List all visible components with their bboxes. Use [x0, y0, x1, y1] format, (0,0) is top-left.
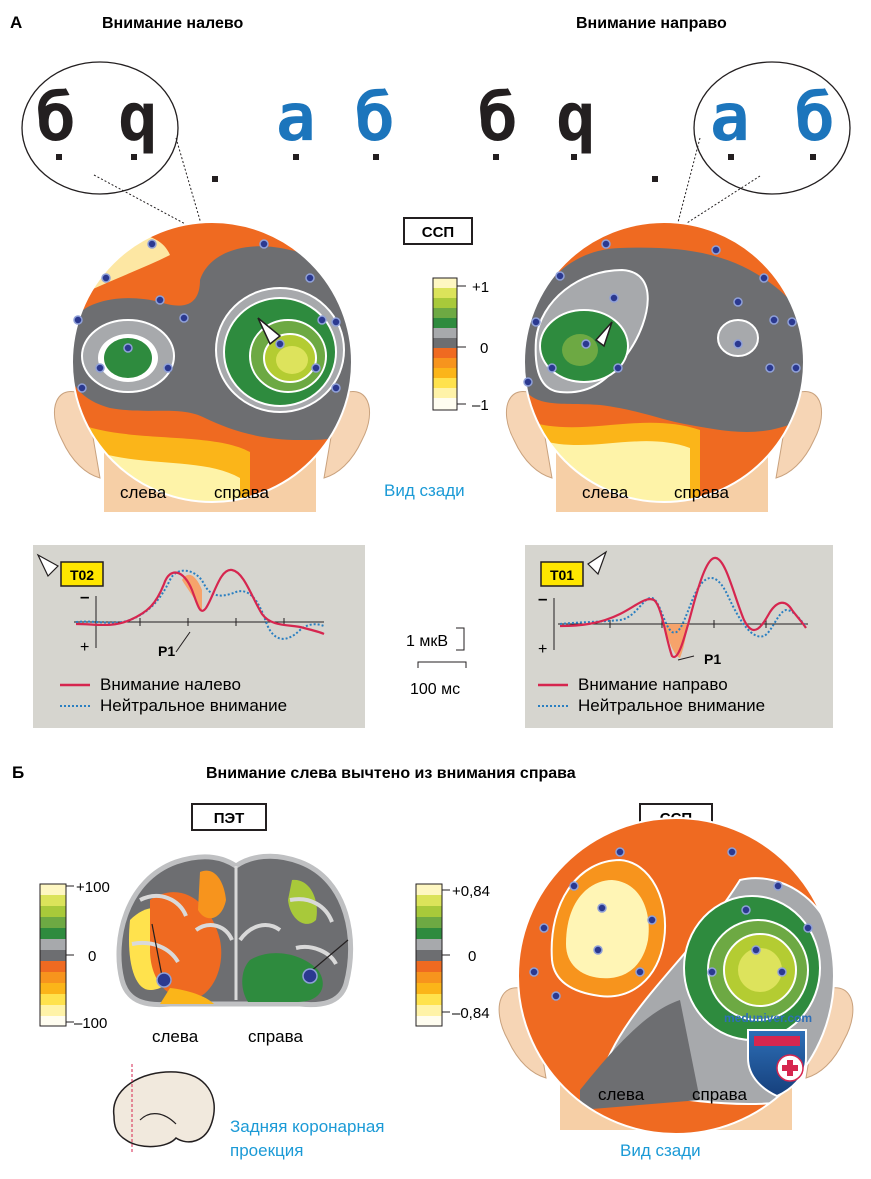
pet-scale-top: +100: [76, 879, 110, 896]
erp-chart-right: T01 – + P1 Внимание направо Нейтральное …: [525, 545, 833, 728]
electrode-marker-icon: [36, 553, 59, 578]
pet-label-box: [191, 803, 267, 831]
view-back-label-b: Вид сзади: [620, 1141, 701, 1160]
scale-time: 100 мс: [410, 681, 460, 698]
zoom-line: [675, 175, 761, 231]
glyph-b-blue: б: [355, 79, 395, 156]
legend-attention-right: Внимание направо: [578, 675, 728, 694]
electrode-tag: [60, 561, 104, 587]
color-scale-erp-b: [415, 883, 450, 1027]
panel-b-letter: Б: [12, 763, 24, 782]
zoom-ellipse-left: [21, 61, 179, 195]
scale-a-top: +1: [472, 279, 489, 296]
stimulus-row: б q a б б q a б: [21, 61, 851, 235]
scale-bar: 1 мкВ 100 мс: [406, 627, 467, 698]
pet-label-text: ПЭТ: [214, 810, 245, 827]
label-left-side: слева: [598, 1085, 645, 1104]
zoom-line: [175, 137, 205, 235]
coronal-label-1: Задняя коронарная: [230, 1117, 385, 1136]
scale-a-mid: 0: [480, 340, 488, 357]
watermark-text: meduniver.com: [724, 1011, 812, 1025]
pet-label-right: справа: [248, 1027, 303, 1046]
head-map-attention-left: слева справа: [53, 221, 371, 512]
pet-coronal-brain: [116, 853, 354, 1008]
glyph-b-blue: б: [795, 79, 835, 156]
polarity-plus: +: [538, 641, 547, 658]
fixation-dots: [56, 154, 816, 182]
title-attention-right: Внимание направо: [576, 15, 727, 32]
erp-label-box: [403, 217, 473, 245]
peak-label: P1: [158, 643, 175, 659]
title-attention-left: Внимание налево: [102, 15, 243, 32]
curve-neutral: [559, 577, 807, 638]
electrode-tag-text: T02: [70, 567, 94, 583]
view-back-label: Вид сзади: [384, 481, 465, 500]
label-left-side: слева: [120, 483, 167, 502]
erp-b-scale-top: +0,84: [452, 883, 490, 900]
electrodes: [529, 847, 813, 1001]
zoom-line: [675, 137, 701, 231]
coronal-label-2: проекция: [230, 1141, 303, 1160]
glyph-q: q: [118, 79, 158, 156]
glyph-a: a: [276, 79, 316, 156]
label-left-side: слева: [582, 483, 629, 502]
roi-marker: [302, 968, 318, 984]
electrode-marker-icon: [257, 317, 282, 346]
electrodes: [523, 239, 801, 387]
zoom-ellipse-right: [693, 61, 851, 195]
electrodes: [73, 239, 341, 393]
pet-label-left: слева: [152, 1027, 199, 1046]
curve-neutral: [75, 569, 325, 640]
panel-a-letter: А: [10, 13, 22, 32]
head-map-attention-right: слева справа: [505, 221, 823, 512]
legend-neutral: Нейтральное внимание: [578, 696, 765, 715]
legend-attention-left: Внимание налево: [100, 675, 241, 694]
erp-b-scale-bot: –0,84: [452, 1005, 490, 1022]
scale-amp: 1 мкВ: [406, 633, 448, 650]
pet-scale-bot: –100: [74, 1015, 107, 1032]
curve-attention: [559, 556, 807, 659]
label-right-side: справа: [674, 483, 729, 502]
label-right-side: справа: [692, 1085, 747, 1104]
erp-chart-left: T02 – + P1 Внимание налево Нейтральное в…: [33, 545, 365, 728]
roi-marker: [156, 972, 172, 988]
glyph-b: б: [478, 79, 518, 156]
peak-label: P1: [704, 651, 721, 667]
label-right-side: справа: [214, 483, 269, 502]
color-scale-a: [432, 277, 466, 411]
electrode-tag-text: T01: [550, 567, 574, 583]
panel-b-title: Внимание слева вычтено из внимания справ…: [206, 765, 576, 782]
electrode-marker-icon: [594, 321, 613, 348]
polarity-plus: +: [80, 639, 89, 656]
brain-sketch-icon: [113, 1064, 215, 1154]
scale-a-bot: –1: [472, 397, 489, 414]
electrode-marker-icon: [587, 550, 608, 576]
electrode-tag: [540, 561, 584, 587]
curve-attention: [75, 568, 325, 635]
glyph-b: б: [36, 79, 76, 156]
head-map-difference: слева справа: [498, 817, 854, 1135]
erp-b-scale-mid: 0: [468, 948, 476, 965]
legend-neutral: Нейтральное внимание: [100, 696, 287, 715]
glyph-q: q: [556, 79, 596, 156]
p1-difference-area: [664, 624, 688, 658]
glyph-a: a: [710, 79, 750, 156]
watermark-logo: meduniver.com: [724, 1011, 812, 1098]
polarity-minus: –: [80, 587, 89, 606]
polarity-minus: –: [538, 589, 547, 608]
color-scale-pet: [39, 883, 74, 1027]
erp-label-text: ССП: [422, 224, 454, 241]
pet-scale-mid: 0: [88, 948, 96, 965]
